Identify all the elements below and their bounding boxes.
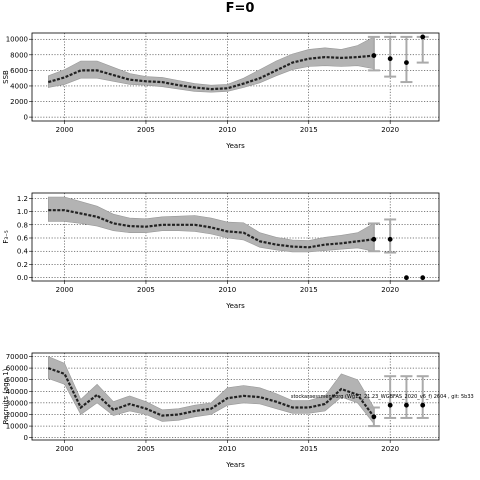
x-tick-label: 2000: [56, 286, 74, 294]
projection-point: [404, 275, 409, 281]
figure-title: F=0: [226, 1, 255, 16]
y-tick-label: 0.2: [17, 261, 28, 269]
y-tick-label: 0.0: [17, 274, 28, 282]
x-tick-label: 2020: [381, 445, 399, 453]
projection-point: [387, 56, 393, 62]
projection-errorbar: [400, 375, 413, 419]
confidence-band: [47, 356, 375, 425]
x-tick-label: 2005: [137, 286, 155, 294]
y-tick-label: 1.0: [17, 208, 28, 216]
confidence-band: [47, 36, 375, 93]
x-axis-label: Years: [225, 302, 245, 310]
projection-point: [387, 236, 393, 242]
y-tick-label: 0.6: [17, 234, 29, 242]
panels: 2000 2005 2010 2015 2020 0 2000 4000 6000 8000 100…: [2, 32, 474, 469]
chart-panel-2: 2000 2005 2010 2015 2020 0.0 0.2 0.4 0.6 0.8 1.0 1.…: [2, 192, 440, 310]
x-tick-label: 2020: [381, 126, 399, 134]
projection-point: [387, 402, 393, 408]
x-tick-label: 2015: [300, 286, 318, 294]
y-tick-label: 70000: [6, 353, 28, 361]
y-tick-label: 10000: [6, 423, 28, 431]
y-tick-label: 60000: [6, 365, 28, 373]
y-tick-label: 1.2: [17, 195, 28, 203]
series-line: [48, 209, 375, 249]
projection-errorbar: [384, 375, 397, 419]
y-tick-label: 8000: [10, 51, 28, 59]
x-tick-label: 2005: [137, 126, 155, 134]
chart-panel-3: 2000 2005 2010 2015 2020 0 10000 20000 30000 4000…: [2, 352, 474, 469]
axes-frame: [31, 32, 440, 122]
projection-point: [371, 414, 377, 420]
x-tick-label: 2005: [137, 445, 155, 453]
projection-errorbar: [400, 35, 413, 84]
y-tick-label: 40000: [6, 388, 28, 396]
axes-frame: [31, 352, 440, 441]
projection-point: [371, 53, 377, 58]
projection-errorbar: [416, 375, 429, 419]
y-tick-label: 10000: [6, 36, 28, 44]
y-tick-label: 0: [24, 114, 28, 122]
source-annotation: stockassessment.org (Wg17_21.23_WGBFAS_2…: [291, 394, 474, 400]
y-tick-label: 2000: [10, 98, 28, 106]
y-axis-label: SSB: [2, 70, 10, 84]
x-tick-label: 2015: [300, 126, 318, 134]
projection-point: [371, 236, 377, 242]
projection-point: [404, 402, 409, 408]
x-tick-label: 2010: [218, 126, 236, 134]
series-line: [47, 367, 375, 418]
y-tick-label: 30000: [6, 399, 28, 407]
y-axis-label: Recruits (age 1): [2, 368, 10, 424]
x-axis-label: Years: [225, 142, 245, 150]
x-axis-label: Years: [225, 461, 245, 469]
x-tick-label: 2015: [300, 445, 318, 453]
projection-errorbar: [416, 35, 429, 64]
y-axis-label: F₃₋₅: [2, 230, 10, 244]
x-tick-label: 2010: [218, 286, 236, 294]
series-line: [47, 54, 375, 91]
projection-point: [420, 402, 426, 408]
y-tick-label: 50000: [6, 376, 28, 384]
confidence-band: [47, 196, 375, 253]
projection-errorbar: [384, 218, 397, 254]
y-tick-label: 0.4: [17, 248, 29, 256]
y-tick-label: 4000: [10, 82, 28, 90]
axes-frame: [31, 192, 440, 282]
y-tick-label: 6000: [10, 67, 28, 75]
projection-point: [404, 60, 409, 65]
y-tick-label: 20000: [6, 411, 28, 419]
chart-panel-1: 2000 2005 2010 2015 2020 0 2000 4000 6000 8000 100…: [2, 32, 440, 150]
projection-point: [420, 34, 426, 40]
x-tick-label: 2000: [56, 126, 74, 134]
x-tick-label: 2000: [56, 445, 74, 453]
y-tick-label: 0.8: [17, 221, 28, 229]
x-tick-label: 2010: [218, 445, 236, 453]
x-tick-label: 2020: [381, 286, 399, 294]
y-tick-label: 0: [24, 434, 28, 442]
projection-point: [420, 275, 426, 281]
